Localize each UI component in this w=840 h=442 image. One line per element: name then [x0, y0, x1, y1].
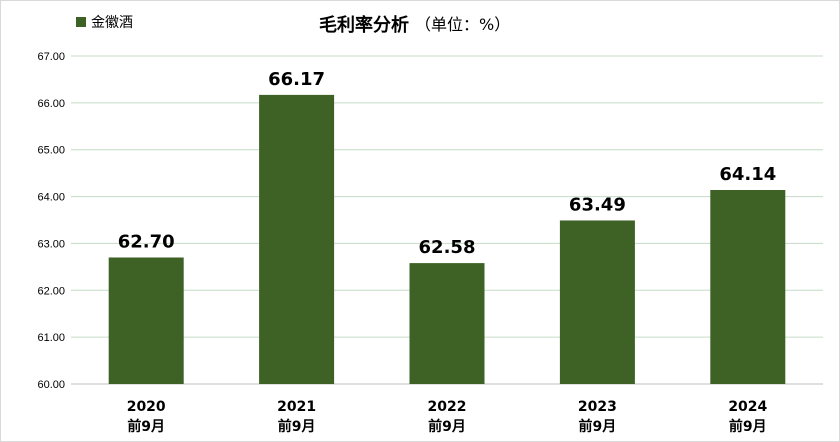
bar-2024 [710, 190, 786, 384]
y-tick-label: 64.00 [37, 192, 65, 204]
y-tick-label: 61.00 [37, 332, 65, 344]
x-tick-label-year: 2022 [428, 399, 467, 415]
x-tick-label-period: 前9月 [278, 418, 316, 435]
x-tick-label-period: 前9月 [729, 418, 767, 435]
x-tick-label-period: 前9月 [127, 418, 165, 435]
y-tick-label: 67.00 [37, 51, 65, 63]
x-tick-label-period: 前9月 [428, 418, 466, 435]
data-label: 63.49 [569, 194, 626, 215]
chart-title-unit: （单位：%） [415, 15, 510, 34]
x-tick-label-year: 2021 [277, 399, 316, 415]
legend-swatch [76, 17, 86, 27]
chart-title: 毛利率分析 [319, 14, 409, 36]
y-tick-label: 63.00 [37, 238, 65, 250]
bar-2020 [108, 257, 184, 384]
data-label: 66.17 [268, 69, 325, 90]
bar-2021 [259, 94, 335, 385]
y-tick-label: 62.00 [37, 285, 65, 297]
y-tick-label: 60.00 [37, 379, 65, 391]
data-label: 62.70 [118, 231, 175, 252]
x-tick-label-year: 2020 [127, 399, 166, 415]
y-tick-label: 65.00 [37, 145, 65, 157]
x-tick-label-year: 2023 [578, 399, 617, 415]
data-label: 62.58 [419, 237, 476, 258]
bar-2022 [409, 263, 485, 384]
y-tick-label: 66.00 [37, 98, 65, 110]
legend-label: 金徽酒 [91, 15, 133, 31]
x-tick-label-year: 2024 [728, 399, 767, 415]
x-tick-label-period: 前9月 [579, 418, 617, 435]
data-label: 64.14 [719, 164, 776, 185]
bar-2023 [559, 220, 635, 384]
